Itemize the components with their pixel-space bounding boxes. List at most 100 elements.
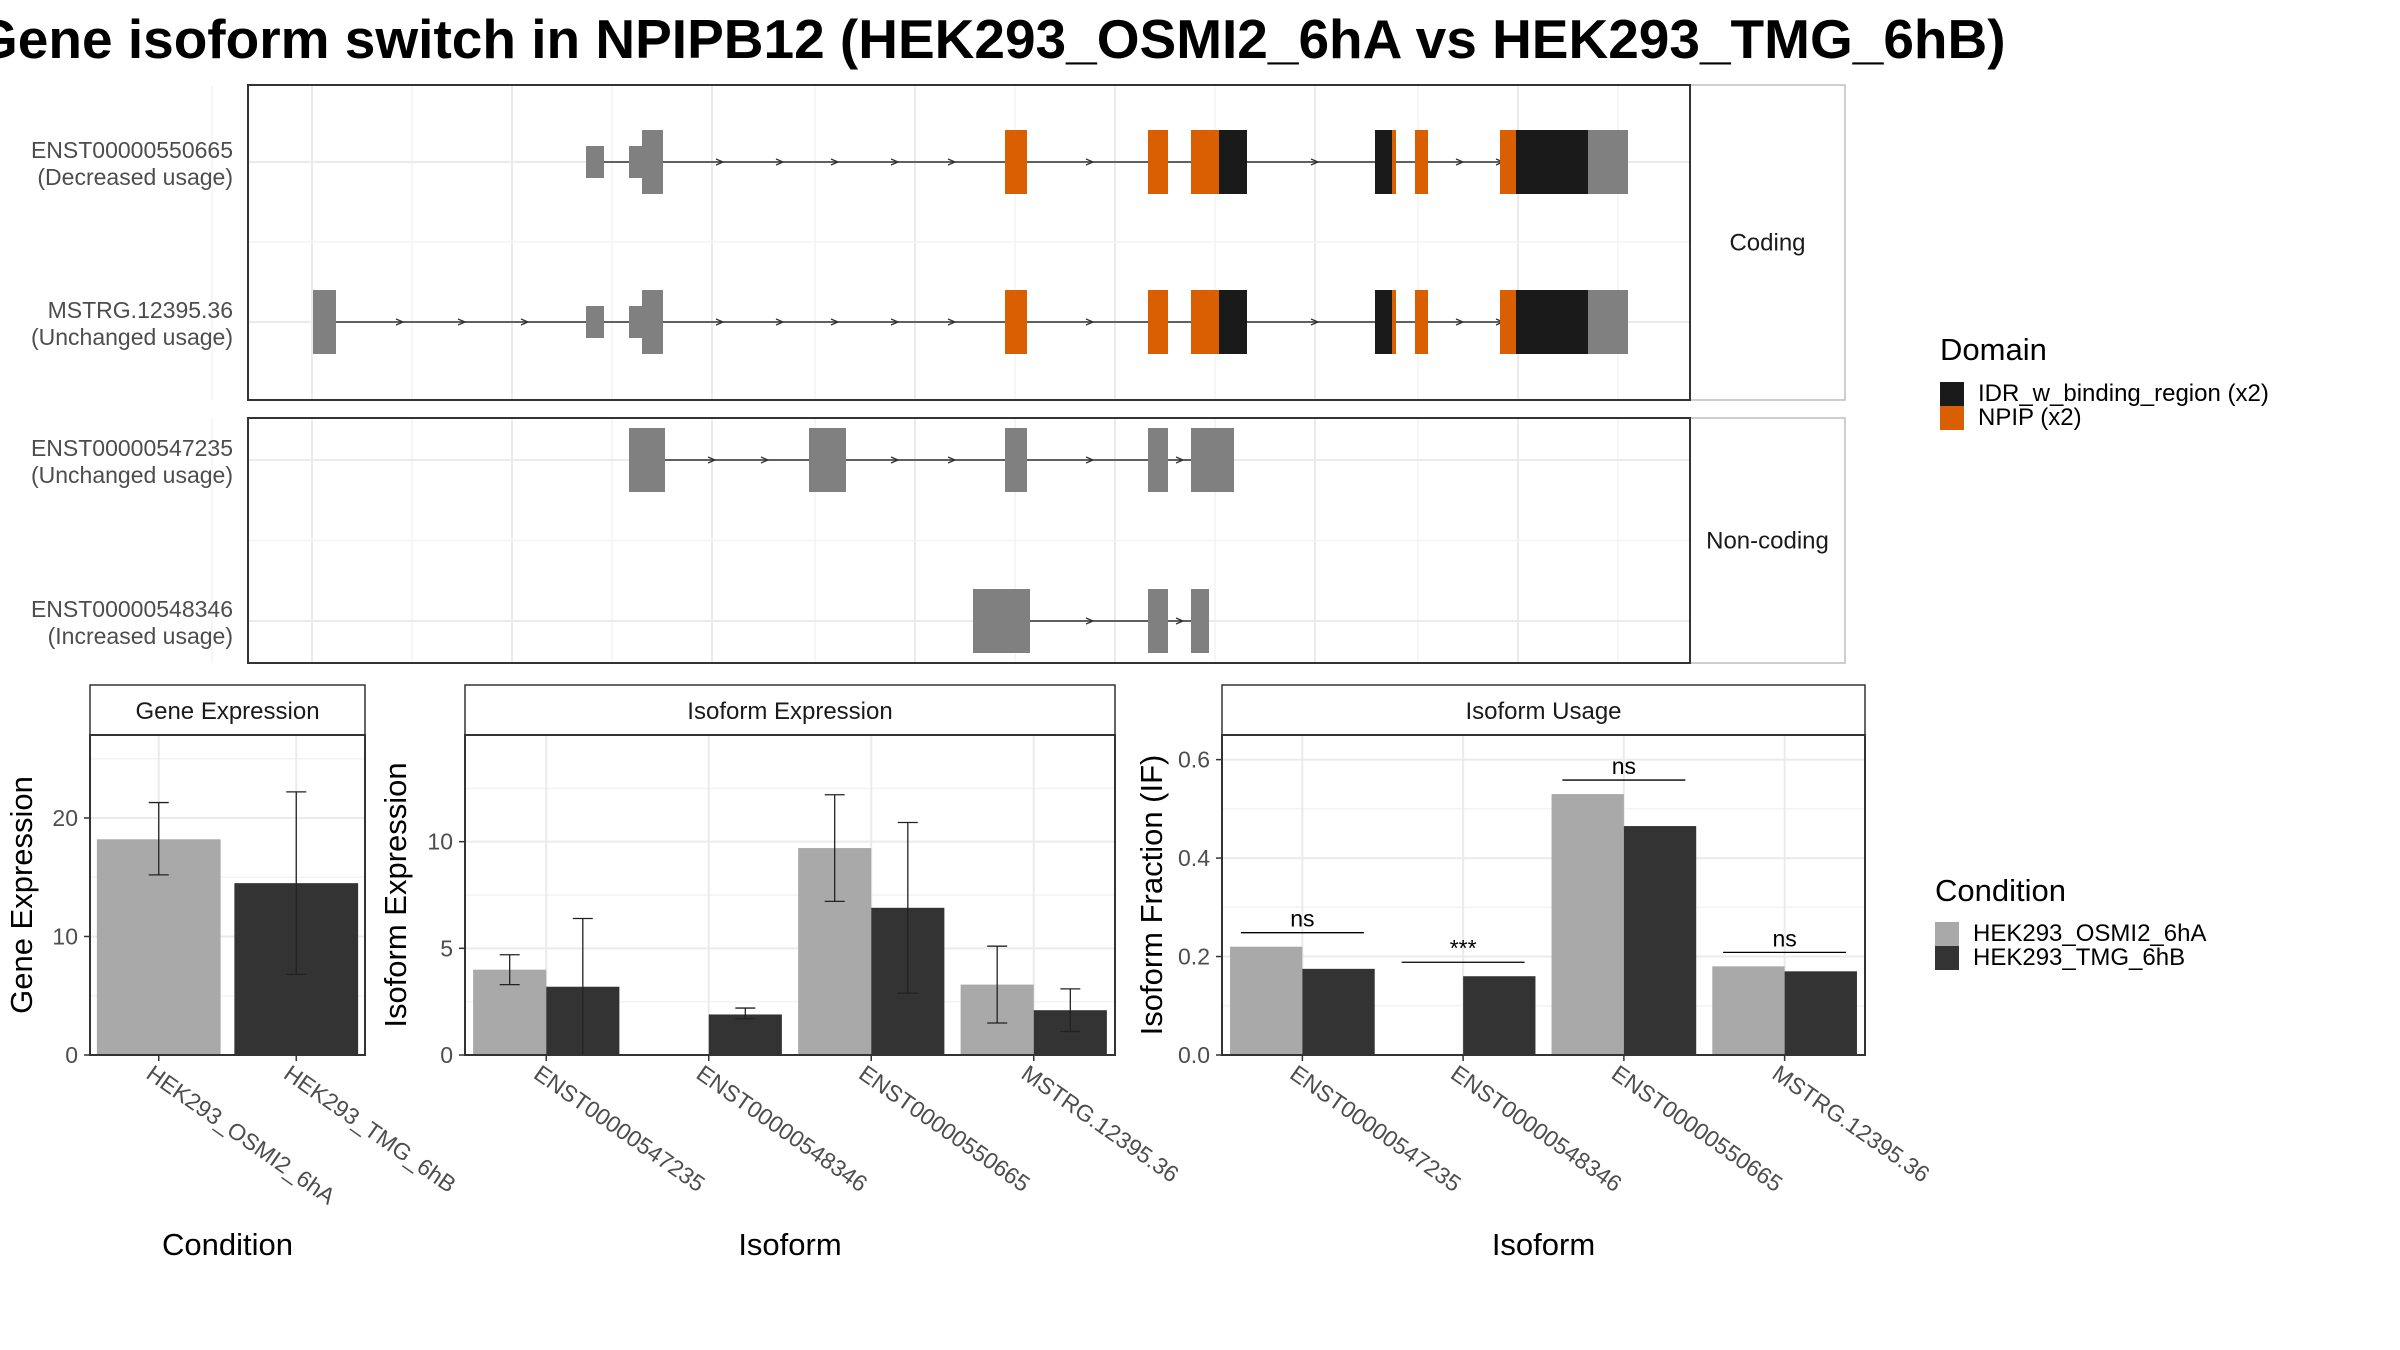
domain-legend-label: NPIP (x2) bbox=[1978, 404, 2082, 431]
y-tick-label: 20 bbox=[52, 805, 78, 831]
facet-label: Coding bbox=[1729, 230, 1805, 257]
exon-block bbox=[1191, 428, 1234, 492]
y-tick-label: 0.4 bbox=[1178, 845, 1210, 871]
bar bbox=[1302, 968, 1375, 1055]
domain-legend-label: IDR_w_binding_region (x2) bbox=[1978, 380, 2269, 407]
exon-block bbox=[1588, 130, 1628, 194]
x-axis-title: Isoform bbox=[738, 1227, 841, 1262]
transcript-usage-label: (Decreased usage) bbox=[37, 164, 233, 190]
exon-block bbox=[313, 290, 336, 354]
bar bbox=[1712, 966, 1785, 1055]
intron-arrow bbox=[1085, 617, 1095, 625]
panel-strip-title: Isoform Usage bbox=[1465, 698, 1621, 725]
domain-legend-key bbox=[1940, 382, 1964, 406]
intron-arrow bbox=[715, 318, 725, 326]
exon-block bbox=[1392, 130, 1396, 194]
exon-block bbox=[1005, 428, 1027, 492]
exon-block bbox=[586, 146, 604, 178]
panel-strip bbox=[89, 684, 366, 736]
condition-legend-label: HEK293_OSMI2_6hA bbox=[1973, 920, 2206, 947]
y-tick-label: 5 bbox=[440, 935, 453, 961]
intron-arrow bbox=[1085, 456, 1095, 464]
facet-strip bbox=[1689, 84, 1846, 401]
significance-label: ns bbox=[1290, 906, 1314, 932]
facet-strip bbox=[1689, 417, 1846, 664]
transcript-id-label: ENST00000547235 bbox=[31, 435, 233, 461]
intron-arrow bbox=[890, 456, 900, 464]
exon-block bbox=[629, 306, 642, 338]
transcript-id-label: ENST00000550665 bbox=[31, 137, 233, 163]
intron-arrow bbox=[830, 318, 840, 326]
transcript-usage-label: (Unchanged usage) bbox=[31, 324, 233, 350]
exon-block bbox=[1148, 130, 1168, 194]
structure-panel-border bbox=[247, 84, 1691, 401]
intron-arrow bbox=[395, 318, 405, 326]
bar bbox=[1230, 946, 1303, 1055]
exon-block bbox=[1500, 290, 1516, 354]
exon-block bbox=[1415, 130, 1428, 194]
condition-legend-key bbox=[1935, 946, 1959, 970]
intron-arrow bbox=[457, 318, 467, 326]
y-axis-title: Isoform Expression bbox=[378, 762, 413, 1027]
exon-block bbox=[586, 306, 604, 338]
exon-block bbox=[642, 290, 663, 354]
x-axis-title: Isoform bbox=[1492, 1227, 1595, 1262]
exon-block bbox=[1392, 290, 1396, 354]
exon-block bbox=[1191, 290, 1219, 354]
intron-arrow bbox=[830, 158, 840, 166]
significance-label: ns bbox=[1612, 753, 1636, 779]
x-tick-label: ENST00000548346 bbox=[692, 1060, 872, 1197]
exon-block bbox=[1148, 589, 1168, 653]
exon-block bbox=[1415, 290, 1428, 354]
exon-block bbox=[1148, 428, 1168, 492]
intron-arrow bbox=[775, 318, 785, 326]
exon-block bbox=[1148, 290, 1168, 354]
x-tick-label: MSTRG.12395.36 bbox=[1017, 1060, 1184, 1188]
facet-label: Non-coding bbox=[1706, 528, 1829, 555]
exon-block bbox=[1375, 130, 1392, 194]
panel-border bbox=[464, 734, 1116, 1056]
exon-block bbox=[1500, 130, 1516, 194]
x-tick-label: MSTRG.12395.36 bbox=[1768, 1060, 1935, 1188]
bar bbox=[1551, 794, 1624, 1055]
bar bbox=[1784, 971, 1857, 1055]
significance-label: ns bbox=[1772, 925, 1796, 951]
structure-panel-border bbox=[247, 417, 1691, 664]
panel-border bbox=[1221, 734, 1866, 1056]
intron-arrow bbox=[1310, 158, 1320, 166]
intron-arrow bbox=[707, 456, 717, 464]
intron-arrow bbox=[1175, 456, 1185, 464]
exon-block bbox=[1005, 130, 1027, 194]
intron-arrow bbox=[775, 158, 785, 166]
exon-block bbox=[1375, 290, 1392, 354]
transcript-usage-label: (Increased usage) bbox=[48, 623, 233, 649]
y-tick-label: 0.0 bbox=[1178, 1042, 1210, 1068]
bar bbox=[1623, 826, 1697, 1055]
x-tick-label: ENST00000547235 bbox=[1286, 1060, 1466, 1197]
intron-arrow bbox=[715, 158, 725, 166]
intron-arrow bbox=[1455, 318, 1465, 326]
exon-block bbox=[629, 428, 665, 492]
intron-arrow bbox=[760, 456, 770, 464]
y-axis-title: Isoform Fraction (IF) bbox=[1134, 755, 1169, 1036]
x-axis-title: Condition bbox=[162, 1227, 293, 1262]
intron-arrow bbox=[1310, 318, 1320, 326]
exon-block bbox=[1516, 290, 1588, 354]
isoform-usage-panel: Isoform Usage 0.0 0.2 0.4 0.6 ns *** ns ns ENST00… bbox=[1134, 684, 1935, 1262]
intron-arrow bbox=[890, 318, 900, 326]
y-tick-label: 10 bbox=[52, 923, 78, 949]
intron-arrow bbox=[1175, 617, 1185, 625]
panel-strip-title: Isoform Expression bbox=[687, 698, 892, 725]
y-axis-title: Gene Expression bbox=[4, 776, 39, 1014]
transcript-id-label: MSTRG.12395.36 bbox=[48, 297, 233, 323]
domain-legend-title: Domain bbox=[1940, 332, 2047, 367]
transcript-structure-plot: Coding ENST00000550665(Decreased usage) MS… bbox=[31, 84, 1846, 664]
intron-arrow bbox=[1085, 158, 1095, 166]
exon-block bbox=[1516, 130, 1588, 194]
exon-block bbox=[1191, 130, 1219, 194]
domain-legend-key bbox=[1940, 406, 1964, 430]
x-tick-label: ENST00000548346 bbox=[1446, 1060, 1626, 1197]
condition-legend-label: HEK293_TMG_6hB bbox=[1973, 944, 2185, 971]
